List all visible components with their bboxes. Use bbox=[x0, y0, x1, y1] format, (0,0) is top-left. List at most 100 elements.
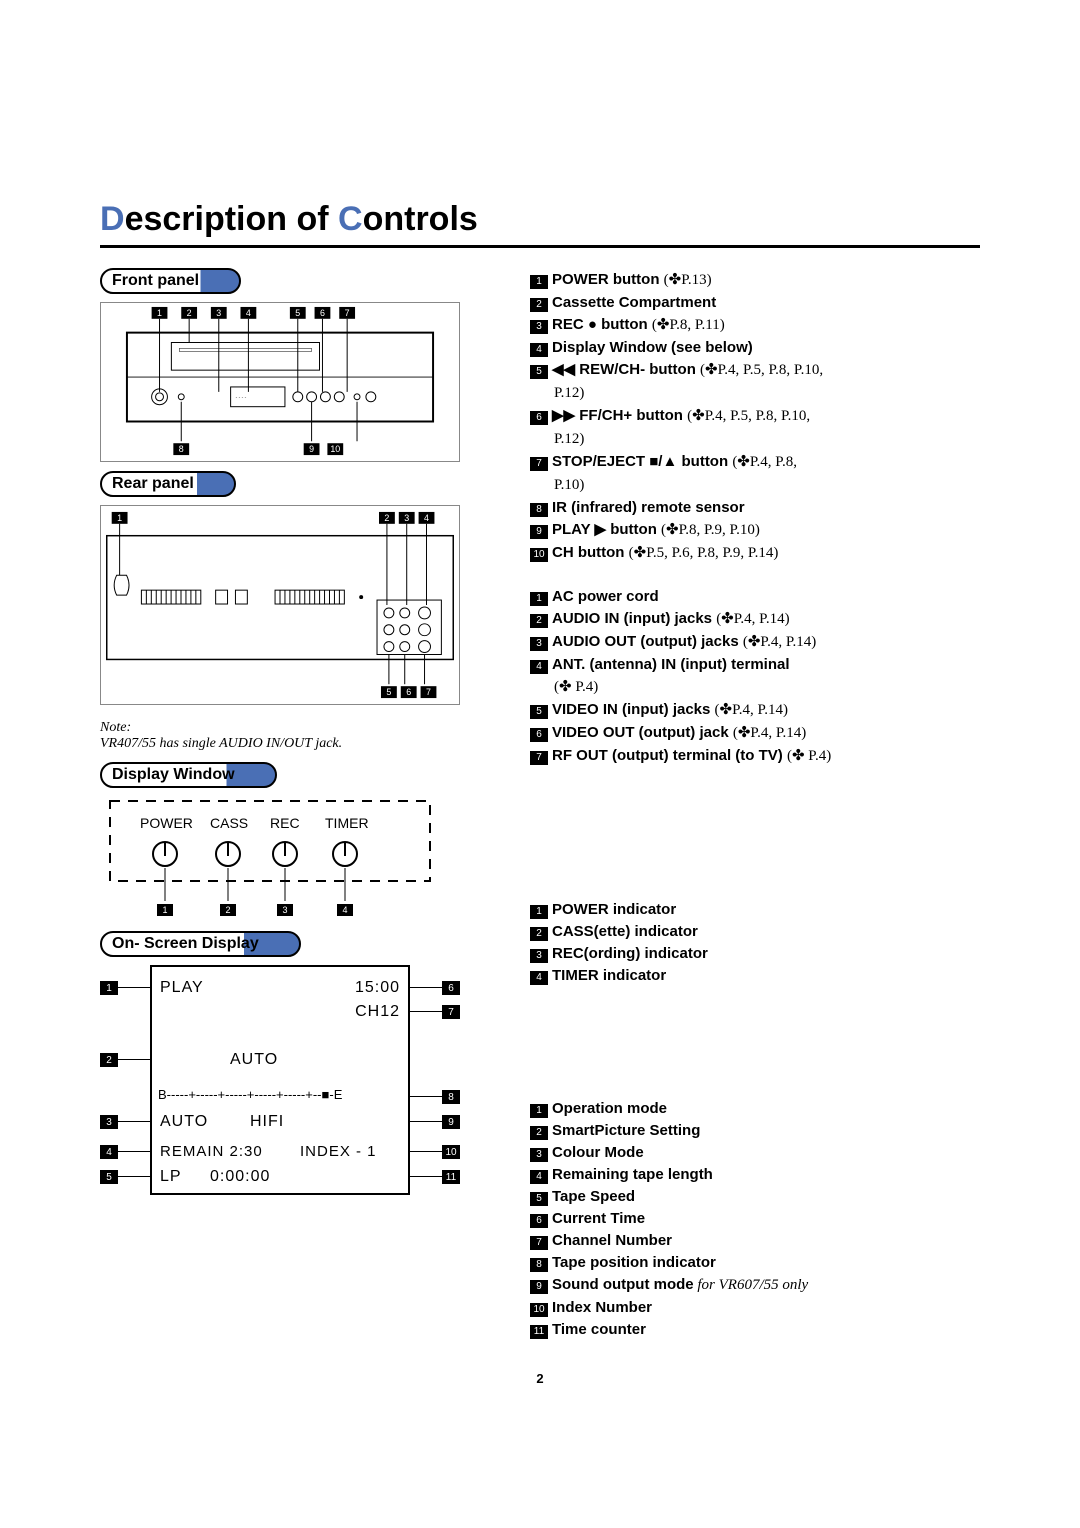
left-column: Front panel 1 2 3 4 5 6 7 bbox=[100, 268, 500, 1341]
legend-item: 1POWER button (✤P.13) bbox=[530, 269, 980, 291]
legend-item: 6▶▶ FF/CH+ button (✤P.4, P.5, P.8, P.10, bbox=[530, 405, 980, 427]
osd-index: INDEX - 1 bbox=[300, 1143, 377, 1160]
title-part2: ontrols bbox=[363, 200, 478, 238]
svg-text:4: 4 bbox=[342, 905, 347, 915]
front-panel-diagram: 1 2 3 4 5 6 7 bbox=[100, 302, 460, 462]
legend-item: 5Tape Speed bbox=[530, 1186, 980, 1207]
legend-item: 7STOP/EJECT ■/▲ button (✤P.4, P.8, bbox=[530, 451, 980, 473]
rear-panel-legend: 1AC power cord2AUDIO IN (input) jacks (✤… bbox=[530, 586, 980, 767]
svg-text:6: 6 bbox=[320, 308, 325, 318]
osd-remain: REMAIN 2:30 bbox=[160, 1143, 263, 1160]
svg-text:10: 10 bbox=[330, 444, 340, 454]
svg-text:CASS: CASS bbox=[210, 815, 248, 831]
osd-badge-2: 2 bbox=[100, 1053, 118, 1067]
osd-badge-11: 11 bbox=[442, 1170, 460, 1184]
page-number: 2 bbox=[100, 1371, 980, 1386]
svg-text:8: 8 bbox=[179, 444, 184, 454]
osd-badge-3: 3 bbox=[100, 1115, 118, 1129]
svg-text:4: 4 bbox=[424, 513, 429, 523]
legend-item: 5VIDEO IN (input) jacks (✤P.4, P.14) bbox=[530, 699, 980, 721]
svg-text:5: 5 bbox=[295, 308, 300, 318]
osd-badge-6: 6 bbox=[442, 981, 460, 995]
osd-badge-5: 5 bbox=[100, 1170, 118, 1184]
svg-text:5: 5 bbox=[386, 687, 391, 697]
display-window-diagram: POWER CASS REC TIMER 1 2 bbox=[100, 796, 460, 926]
svg-text:1: 1 bbox=[157, 308, 162, 318]
legend-item: 4TIMER indicator bbox=[530, 965, 980, 986]
legend-item: 3Colour Mode bbox=[530, 1142, 980, 1163]
osd-lp: LP bbox=[160, 1168, 182, 1186]
legend-item: 5◀◀ REW/CH- button (✤P.4, P.5, P.8, P.10… bbox=[530, 359, 980, 381]
svg-text:REC: REC bbox=[270, 815, 300, 831]
osd-ch: CH12 bbox=[355, 1003, 400, 1021]
svg-text:1: 1 bbox=[117, 513, 122, 523]
legend-item: P.12) bbox=[530, 382, 980, 404]
title-c: C bbox=[338, 200, 363, 238]
svg-text:2: 2 bbox=[225, 905, 230, 915]
note-text: VR407/55 has single AUDIO IN/OUT jack. bbox=[100, 736, 500, 752]
svg-text:2: 2 bbox=[187, 308, 192, 318]
legend-item: 1Operation mode bbox=[530, 1098, 980, 1119]
osd-counter: 0:00:00 bbox=[210, 1168, 270, 1186]
svg-text:2: 2 bbox=[384, 513, 389, 523]
display-window-legend: 1POWER indicator2CASS(ette) indicator3RE… bbox=[530, 899, 980, 986]
legend-item: 9PLAY ▶ button (✤P.8, P.9, P.10) bbox=[530, 519, 980, 541]
osd-badge-9: 9 bbox=[442, 1115, 460, 1129]
svg-text:TIMER: TIMER bbox=[325, 815, 369, 831]
svg-text:3: 3 bbox=[282, 905, 287, 915]
legend-item: 7RF OUT (output) terminal (to TV) (✤ P.4… bbox=[530, 745, 980, 767]
legend-item: P.12) bbox=[530, 428, 980, 450]
page-title: Description of Controls bbox=[100, 200, 980, 248]
osd-badge-8: 8 bbox=[442, 1090, 460, 1104]
svg-text:- - - -: - - - - bbox=[236, 396, 247, 401]
osd-badge-7: 7 bbox=[442, 1005, 460, 1019]
legend-item: P.10) bbox=[530, 474, 980, 496]
note-block: Note: VR407/55 has single AUDIO IN/OUT j… bbox=[100, 720, 500, 752]
svg-text:3: 3 bbox=[404, 513, 409, 523]
manual-page: Description of Controls Front panel 1 2 … bbox=[0, 0, 1080, 1446]
osd-legend: 1Operation mode2SmartPicture Setting3Col… bbox=[530, 1098, 980, 1340]
osd-badge-10: 10 bbox=[442, 1145, 460, 1159]
main-columns: Front panel 1 2 3 4 5 6 7 bbox=[100, 268, 980, 1341]
osd-auto2: AUTO bbox=[160, 1113, 208, 1131]
legend-item: 2CASS(ette) indicator bbox=[530, 921, 980, 942]
svg-text:1: 1 bbox=[162, 905, 167, 915]
svg-text:POWER: POWER bbox=[140, 815, 193, 831]
svg-text:7: 7 bbox=[345, 308, 350, 318]
osd-bar: B-----+-----+-----+-----+-----+--■-E bbox=[158, 1087, 342, 1102]
legend-item: 2SmartPicture Setting bbox=[530, 1120, 980, 1141]
osd-time: 15:00 bbox=[355, 979, 400, 997]
svg-text:7: 7 bbox=[426, 687, 431, 697]
rear-panel-heading: Rear panel bbox=[100, 471, 236, 497]
osd-diagram: 1 2 3 4 5 6 7 8 9 10 bbox=[100, 965, 460, 1195]
legend-item: 1POWER indicator bbox=[530, 899, 980, 920]
front-panel-heading: Front panel bbox=[100, 268, 241, 294]
legend-item: 3REC(ording) indicator bbox=[530, 943, 980, 964]
osd-badge-1: 1 bbox=[100, 981, 118, 995]
legend-item: (✤ P.4) bbox=[530, 676, 980, 698]
front-panel-legend: 1POWER button (✤P.13)2Cassette Compartme… bbox=[530, 269, 980, 564]
title-part1: escription of bbox=[125, 200, 338, 238]
legend-item: 3AUDIO OUT (output) jacks (✤P.4, P.14) bbox=[530, 631, 980, 653]
legend-item: 11Time counter bbox=[530, 1319, 980, 1340]
osd-badge-4: 4 bbox=[100, 1145, 118, 1159]
svg-text:4: 4 bbox=[246, 308, 251, 318]
svg-text:6: 6 bbox=[406, 687, 411, 697]
legend-item: 10Index Number bbox=[530, 1297, 980, 1318]
legend-item: 7Channel Number bbox=[530, 1230, 980, 1251]
legend-item: 8Tape position indicator bbox=[530, 1252, 980, 1273]
legend-item: 2Cassette Compartment bbox=[530, 292, 980, 313]
legend-item: 4ANT. (antenna) IN (input) terminal bbox=[530, 654, 980, 675]
legend-item: 10CH button (✤P.5, P.6, P.8, P.9, P.14) bbox=[530, 542, 980, 564]
osd-auto1: AUTO bbox=[230, 1051, 278, 1069]
legend-item: 1AC power cord bbox=[530, 586, 980, 607]
note-label: Note: bbox=[100, 720, 500, 736]
osd-heading: On- Screen Display bbox=[100, 931, 301, 957]
rear-panel-diagram: 1 2 3 4 bbox=[100, 505, 460, 705]
title-d: D bbox=[100, 200, 125, 238]
display-window-heading: Display Window bbox=[100, 762, 277, 788]
legend-item: 4Display Window (see below) bbox=[530, 337, 980, 358]
legend-item: 8IR (infrared) remote sensor bbox=[530, 497, 980, 518]
legend-item: 9Sound output mode for VR607/55 only bbox=[530, 1274, 980, 1296]
osd-hifi: HIFI bbox=[250, 1113, 284, 1131]
